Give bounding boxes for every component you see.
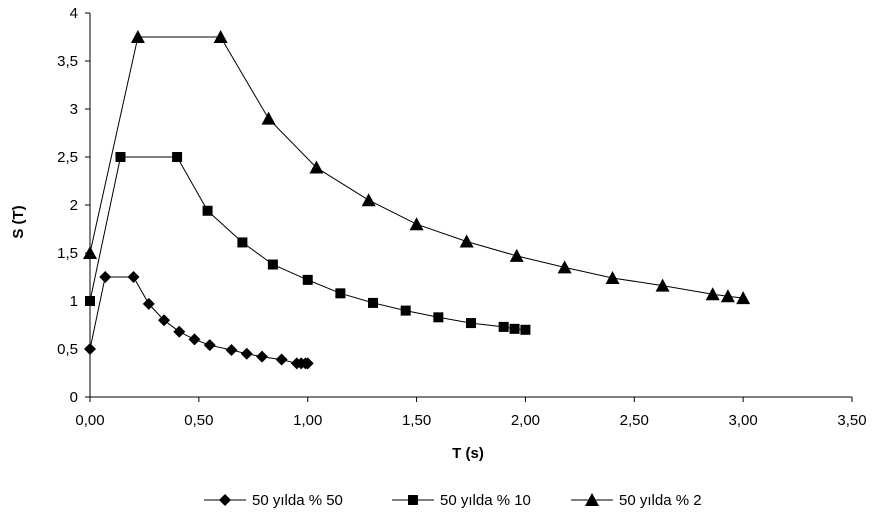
data-point — [203, 339, 216, 352]
data-point — [158, 314, 171, 327]
data-point — [335, 288, 346, 299]
data-point — [85, 296, 95, 306]
legend-item: 50 yılda % 50 — [204, 492, 343, 509]
data-point — [498, 321, 509, 332]
legend-item: 50 yılda % 10 — [392, 492, 531, 509]
data-point — [99, 271, 112, 283]
legend-label: 50 yılda % 2 — [619, 492, 702, 509]
x-tick-label: 3,50 — [837, 412, 866, 429]
data-point — [130, 30, 145, 43]
data-point — [275, 353, 288, 366]
data-point — [173, 325, 186, 338]
x-tick-label: 1,50 — [402, 412, 431, 429]
x-tick-label: 3,00 — [729, 412, 758, 429]
series-layer — [83, 30, 751, 370]
data-point — [83, 246, 97, 259]
data-point — [705, 287, 720, 301]
y-tick-label: 3,5 — [57, 53, 78, 70]
data-point — [225, 343, 238, 356]
data-point — [720, 289, 735, 303]
y-tick-label: 2,5 — [57, 149, 78, 166]
x-axis-title: T (s) — [452, 445, 484, 462]
data-point — [368, 297, 379, 308]
y-tick-label: 2 — [70, 197, 78, 214]
data-point — [400, 305, 411, 316]
series-triangle — [83, 30, 751, 305]
y-tick-label: 1,5 — [57, 245, 78, 262]
x-tick-label: 2,00 — [511, 412, 540, 429]
series-line — [89, 36, 744, 299]
legend-item: 50 yılda % 2 — [571, 492, 702, 509]
y-tick-label: 1 — [70, 293, 78, 310]
x-tick-label: 2,50 — [620, 412, 649, 429]
axes: 0 0,5 1 1,5 2 2,5 3 3,5 4 0,00 0,50 1,00 1,50 2,00 2,5… — [57, 5, 866, 429]
data-point — [466, 318, 476, 329]
data-point — [115, 152, 126, 162]
series-line — [89, 276, 308, 364]
data-point — [213, 30, 228, 43]
y-axis-title: S (T) — [10, 205, 27, 238]
data-point — [301, 357, 314, 370]
data-point — [520, 324, 531, 335]
legend-marker — [408, 495, 418, 505]
data-point — [309, 160, 324, 174]
x-tick-label: 0,50 — [184, 412, 213, 429]
legend-label: 50 yılda % 10 — [440, 492, 531, 509]
data-point — [655, 278, 670, 292]
data-point — [509, 248, 524, 262]
data-point — [361, 193, 376, 207]
y-tick-label: 4 — [70, 5, 78, 22]
legend-label: 50 yılda % 50 — [252, 492, 343, 509]
legend: 50 yılda % 50 50 yılda % 10 50 yılda % 2 — [204, 492, 702, 509]
y-tick-label: 0,5 — [57, 341, 78, 358]
data-point — [188, 333, 201, 346]
x-tick-label: 1,00 — [293, 412, 322, 429]
x-tick-label: 0,00 — [75, 412, 104, 429]
data-point — [557, 260, 572, 274]
data-point — [237, 237, 248, 248]
data-point — [255, 350, 268, 363]
data-point — [459, 234, 474, 248]
data-point — [509, 323, 520, 334]
y-tick-label: 0 — [70, 389, 78, 406]
data-point — [142, 297, 155, 310]
legend-marker — [219, 494, 231, 506]
data-point — [267, 259, 278, 270]
data-point — [433, 312, 444, 323]
data-point — [605, 270, 620, 284]
series-diamond — [84, 271, 314, 370]
data-point — [409, 217, 424, 231]
series-square — [85, 152, 531, 335]
y-tick-label: 3 — [70, 101, 78, 118]
legend-marker — [585, 493, 599, 506]
data-point — [736, 291, 751, 305]
data-point — [84, 343, 96, 355]
data-point — [202, 205, 213, 216]
data-point — [302, 274, 313, 285]
data-point — [261, 111, 276, 125]
data-point — [127, 271, 140, 283]
data-point — [172, 152, 183, 162]
series-line — [89, 156, 526, 331]
data-point — [240, 347, 253, 360]
